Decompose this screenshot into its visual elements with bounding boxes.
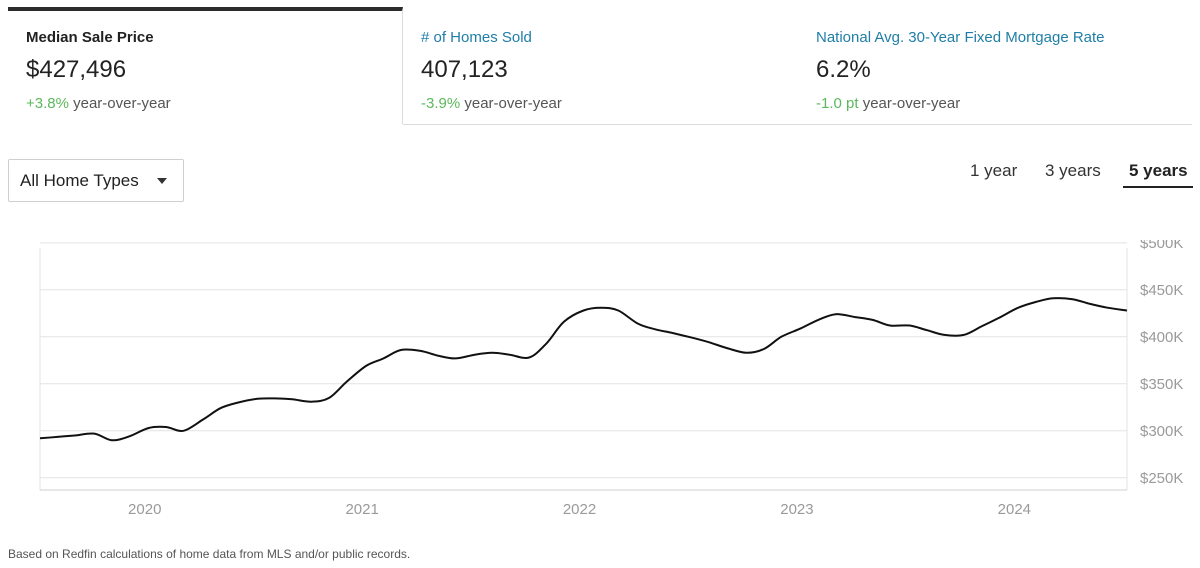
median-price-series-line [39, 297, 1128, 442]
tab-median-sale-price[interactable]: Median Sale Price $427,496 +3.8% year-ov… [8, 7, 403, 124]
tab-title: National Avg. 30-Year Fixed Mortgage Rat… [816, 29, 1105, 46]
change-delta: -3.9% [421, 95, 461, 112]
tab-change: -1.0 pt year-over-year [816, 94, 1192, 114]
y-tick-label: $500K [1140, 240, 1183, 252]
change-suffix: year-over-year [73, 95, 171, 112]
metric-tabs: Median Sale Price $427,496 +3.8% year-ov… [8, 7, 1192, 125]
change-suffix: year-over-year [862, 95, 961, 112]
change-suffix: year-over-year [464, 95, 562, 112]
change-delta: +3.8% [26, 95, 69, 112]
tab-change: +3.8% year-over-year [26, 94, 402, 114]
y-tick-label: $400K [1140, 329, 1183, 346]
x-tick-label: 2024 [998, 501, 1031, 518]
x-tick-label: 2020 [128, 501, 161, 518]
home-type-selected: All Home Types [20, 171, 139, 190]
y-tick-label: $250K [1140, 470, 1183, 487]
home-type-dropdown[interactable]: All Home Types [8, 159, 184, 202]
y-tick-label: $300K [1140, 423, 1183, 440]
x-tick-label: 2023 [780, 501, 813, 518]
range-1-year[interactable]: 1 year [970, 161, 1018, 180]
tab-title: # of Homes Sold [421, 29, 532, 46]
tab-value: 6.2% [816, 56, 871, 83]
footnote: Based on Redfin calculations of home dat… [8, 547, 411, 561]
caret-down-icon [157, 178, 167, 184]
range-3-years[interactable]: 3 years [1045, 161, 1101, 180]
tab-value: 407,123 [421, 56, 508, 83]
range-5-years[interactable]: 5 years [1129, 161, 1188, 180]
change-delta: -1.0 pt [816, 95, 859, 112]
x-tick-label: 2021 [345, 501, 378, 518]
tab-change: -3.9% year-over-year [421, 94, 798, 114]
y-tick-label: $450K [1140, 282, 1183, 299]
tabs-divider [403, 124, 1192, 125]
x-tick-label: 2022 [563, 501, 596, 518]
tab-mortgage-rate[interactable]: National Avg. 30-Year Fixed Mortgage Rat… [798, 7, 1192, 124]
y-tick-label: $350K [1140, 376, 1183, 393]
tab-homes-sold[interactable]: # of Homes Sold 407,123 -3.9% year-over-… [403, 7, 798, 124]
range-selected-underline [1123, 186, 1193, 188]
tab-title: Median Sale Price [26, 29, 154, 46]
median-sale-price-chart: $250K $300K $350K $400K $450K $500K 2020 2021 20… [39, 240, 1183, 518]
tab-value: $427,496 [26, 56, 127, 83]
